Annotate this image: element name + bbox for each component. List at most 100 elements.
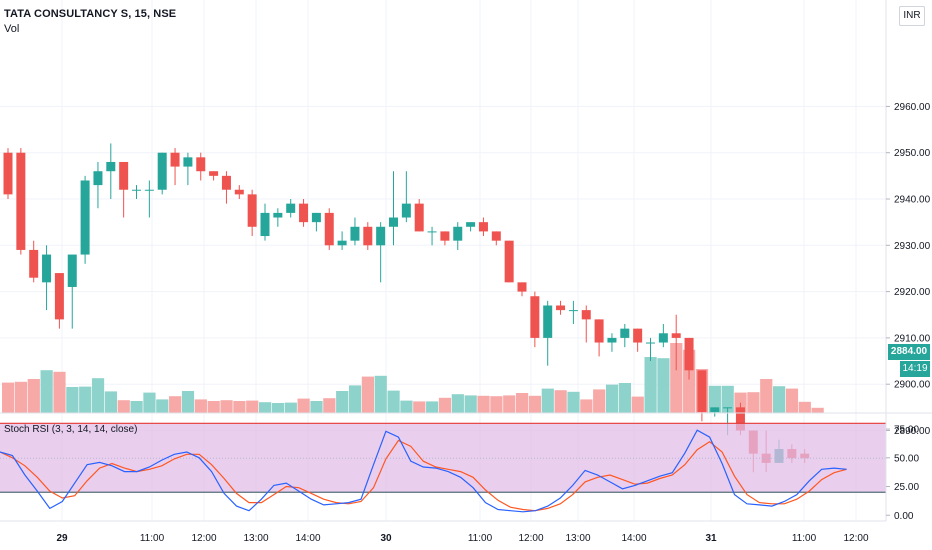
candle-body <box>16 152 26 250</box>
stoch-tick-label: 25.00 <box>894 482 919 493</box>
candle-body <box>646 342 655 344</box>
candle-body <box>299 203 309 223</box>
candle-body <box>183 157 193 167</box>
candle-body <box>684 337 694 371</box>
stoch-band-fill <box>0 423 886 493</box>
volume-bar <box>477 395 490 413</box>
candle-body <box>735 407 745 431</box>
stoch-k-line <box>0 429 847 513</box>
candle-body <box>658 333 668 343</box>
volume-bar <box>451 394 464 413</box>
bar-countdown-badge: 14:19 <box>900 361 930 377</box>
candle-body <box>132 189 141 191</box>
volume-bar <box>490 396 503 413</box>
price-tick-label: 2950.00 <box>894 148 931 159</box>
stoch-tick-label: 50.00 <box>894 453 919 464</box>
candle-body <box>93 171 103 186</box>
time-tick-label: 13:00 <box>243 533 268 544</box>
volume-bar <box>194 399 207 413</box>
stoch-tick-label: 0.00 <box>894 511 914 522</box>
candle-body <box>247 194 257 227</box>
volume-label[interactable]: Vol <box>4 23 20 35</box>
candle-body <box>427 231 437 233</box>
volume-bar <box>387 390 400 413</box>
candle-body <box>376 226 386 246</box>
volume-bar <box>503 395 516 413</box>
time-tick-label: 11:00 <box>468 533 493 544</box>
volume-bar <box>323 398 336 413</box>
candle-body <box>337 240 347 246</box>
volume-bar <box>528 395 542 413</box>
candle-body <box>671 333 681 338</box>
last-price-badge: 2884.00 <box>888 344 930 360</box>
candle-body <box>389 217 398 227</box>
volume-bar <box>284 402 297 413</box>
volume-bar <box>336 391 349 413</box>
stoch-rsi-label[interactable]: Stoch RSI (3, 3, 14, 14, close) <box>4 424 138 435</box>
volume-bar <box>53 371 66 413</box>
candle-body <box>196 157 206 172</box>
candle-body <box>517 282 527 292</box>
candle-body <box>157 152 167 190</box>
candle-body <box>401 203 411 218</box>
candle-body <box>67 254 77 287</box>
time-tick-label: 14:00 <box>295 533 320 544</box>
candle-body <box>350 226 360 241</box>
candle-body <box>466 222 476 227</box>
volume-bar <box>708 385 721 413</box>
candle-body <box>568 310 578 312</box>
candle-body <box>414 203 424 232</box>
price-tick-label: 2940.00 <box>894 195 931 206</box>
price-tick-label: 2900.00 <box>894 380 931 391</box>
candle-body <box>363 226 373 246</box>
currency-button[interactable]: INR <box>899 6 925 26</box>
candle-body <box>453 226 463 241</box>
volume-bar <box>811 407 824 413</box>
volume-bar <box>297 398 310 413</box>
time-tick-label: 31 <box>705 533 717 544</box>
stoch-d-line <box>0 439 847 512</box>
volume-bar <box>541 388 554 413</box>
candle-body <box>607 337 617 343</box>
volume-bar <box>464 395 477 413</box>
price-tick-label: 2890.00 <box>894 426 931 437</box>
candle-body <box>221 175 231 190</box>
price-tick-label: 2910.00 <box>894 333 931 344</box>
symbol-title[interactable]: TATA CONSULTANCY S, 15, NSE <box>4 8 177 20</box>
volume-bar <box>233 401 246 413</box>
candle-body <box>234 189 244 195</box>
candle-body <box>144 189 154 191</box>
volume-bar <box>426 401 439 413</box>
candle-body <box>286 203 296 213</box>
volume-bar <box>27 379 40 413</box>
candle-body <box>581 310 591 320</box>
candle-body <box>697 370 707 412</box>
candle-body <box>106 161 116 172</box>
price-tick-label: 2920.00 <box>894 287 931 298</box>
volume-bar <box>2 382 15 413</box>
volume-bar <box>181 391 195 413</box>
candle-body <box>440 231 450 241</box>
time-tick-label: 12:00 <box>191 533 216 544</box>
volume-bar <box>721 385 734 413</box>
volume-bar <box>554 390 567 413</box>
candle-body <box>54 273 64 320</box>
volume-bar <box>156 399 169 413</box>
volume-bar <box>207 401 220 413</box>
volume-bar <box>130 401 143 413</box>
candle-body <box>478 222 488 232</box>
candle-body <box>3 152 13 195</box>
volume-bar <box>91 378 105 413</box>
candle-body <box>324 212 334 246</box>
candle-body <box>311 212 321 223</box>
volume-bar <box>143 392 156 413</box>
volume-bar <box>580 399 593 413</box>
volume-bar <box>798 401 811 413</box>
candle-body <box>543 305 553 338</box>
volume-bar <box>670 343 683 413</box>
stoch-tick-label: 75.00 <box>894 425 919 436</box>
volume-bar <box>413 401 426 413</box>
volume-bar <box>747 392 760 413</box>
time-tick-label: 12:00 <box>843 533 868 544</box>
